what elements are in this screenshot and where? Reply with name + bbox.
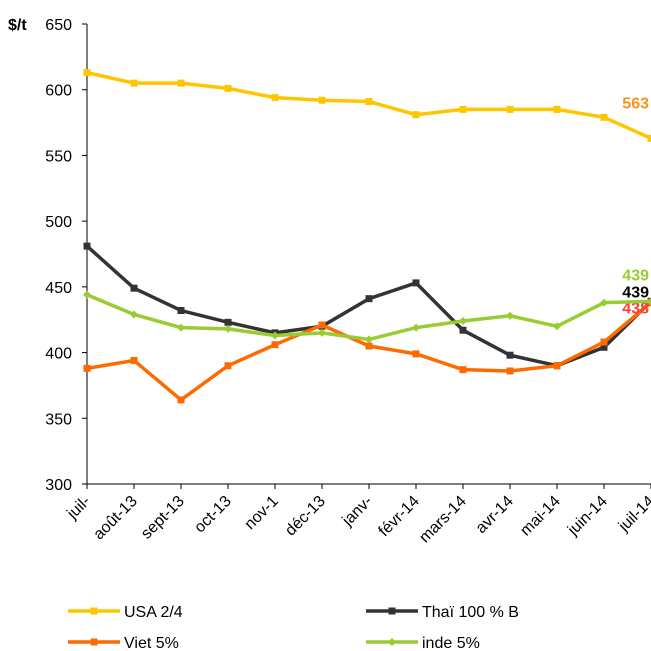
marker	[600, 298, 608, 307]
marker	[271, 341, 279, 349]
x-tick-label: avr-14	[473, 493, 517, 537]
marker	[459, 317, 467, 326]
marker	[412, 323, 420, 332]
marker	[459, 366, 467, 374]
marker	[506, 367, 514, 375]
data-label: 439	[622, 284, 649, 301]
marker	[224, 84, 232, 92]
y-tick-label: 400	[45, 346, 72, 363]
x-tick-label: oct-13	[191, 493, 235, 537]
marker	[412, 350, 420, 358]
marker	[459, 326, 467, 334]
data-label: 563	[622, 95, 649, 112]
y-tick-label: 550	[45, 148, 72, 165]
series: 439	[83, 242, 651, 370]
marker	[177, 323, 185, 332]
marker	[83, 69, 91, 77]
x-tick-label: juin-14	[564, 493, 611, 540]
legend-label: Thaï 100 % B	[422, 604, 519, 621]
marker	[83, 242, 91, 250]
marker	[412, 279, 420, 287]
marker	[365, 295, 373, 303]
x-tick-label: juil-14	[615, 493, 651, 536]
series: 439	[83, 267, 651, 344]
marker	[600, 343, 608, 351]
marker	[177, 307, 185, 315]
x-tick-label: mai-14	[517, 493, 564, 540]
marker	[83, 364, 91, 372]
legend-label: Viet 5%	[124, 635, 179, 651]
marker	[318, 321, 326, 329]
y-tick-label: 600	[45, 83, 72, 100]
marker	[83, 290, 91, 299]
marker	[130, 356, 138, 364]
marker	[365, 98, 373, 106]
line	[86, 70, 651, 140]
y-axis-label: $/t	[8, 17, 27, 34]
marker	[553, 322, 561, 331]
data-label: 438	[622, 301, 649, 318]
x-tick-label: févr-14	[376, 493, 423, 540]
marker	[506, 105, 514, 113]
marker	[365, 342, 373, 350]
marker	[130, 310, 138, 319]
series: 563	[83, 69, 651, 142]
marker	[177, 79, 185, 87]
marker	[224, 318, 232, 326]
x-tick-label: sept-13	[138, 493, 188, 543]
marker	[412, 111, 420, 119]
data-label: 439	[622, 267, 649, 284]
y-tick-label: 300	[45, 477, 72, 494]
marker	[224, 362, 232, 370]
x-tick-label: nov-1	[242, 493, 282, 533]
y-tick-label: 500	[45, 214, 72, 231]
marker	[600, 338, 608, 346]
x-tick-label: août-13	[90, 493, 140, 543]
marker	[318, 96, 326, 104]
marker	[130, 79, 138, 87]
marker	[600, 113, 608, 121]
marker	[388, 607, 396, 615]
marker	[318, 328, 326, 337]
x-tick-label: mars-14	[416, 493, 470, 547]
x-tick-label: déc-13	[282, 493, 329, 540]
marker	[271, 331, 279, 340]
x-tick-label: juil-	[64, 493, 94, 523]
marker	[553, 105, 561, 113]
marker	[130, 284, 138, 292]
x-tick-label: janv-	[339, 493, 376, 530]
marker	[365, 335, 373, 344]
marker	[271, 94, 279, 102]
marker	[553, 362, 561, 370]
marker	[506, 311, 514, 320]
legend-label: USA 2/4	[124, 604, 183, 621]
marker	[224, 324, 232, 333]
series: 438	[83, 299, 651, 404]
marker	[90, 638, 98, 646]
marker	[647, 297, 651, 306]
y-tick-label: 350	[45, 411, 72, 428]
line	[86, 301, 651, 403]
legend-label: inde 5%	[422, 635, 480, 651]
marker	[388, 638, 396, 646]
marker	[177, 396, 185, 404]
marker	[506, 351, 514, 359]
marker	[90, 607, 98, 615]
marker	[647, 134, 651, 142]
y-tick-label: 450	[45, 280, 72, 297]
y-tick-label: 650	[45, 17, 72, 34]
marker	[459, 105, 467, 113]
